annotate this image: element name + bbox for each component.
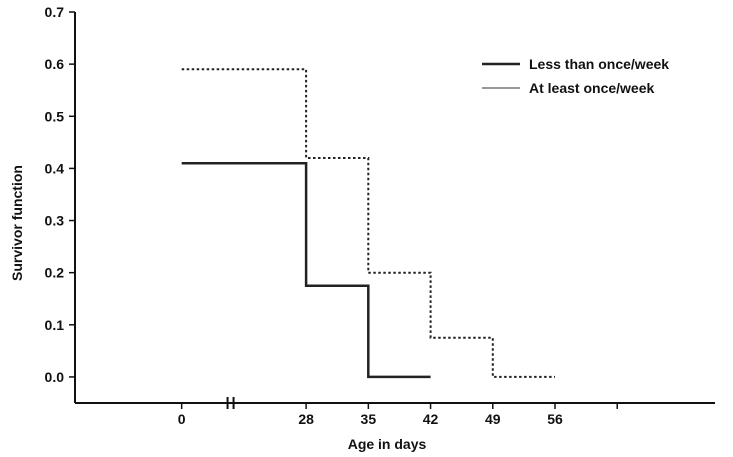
y-tick-label: 0.4 (45, 160, 65, 176)
x-tick-label: 28 (298, 411, 314, 427)
legend-label-at-least-once-week: At least once/week (529, 80, 654, 96)
x-tick-label: 0 (178, 411, 186, 427)
y-tick-label: 0.6 (45, 56, 65, 72)
y-tick-label: 0.7 (45, 4, 65, 20)
x-ticks: 0 28 35 42 49 56 (178, 403, 618, 427)
x-tick-label: 42 (423, 411, 439, 427)
series-line-less-than-once-week (181, 161, 431, 379)
series-layer (181, 68, 555, 379)
x-tick-label: 35 (361, 411, 377, 427)
legend-label-less-than-once-week: Less than once/week (529, 56, 669, 72)
series-line-at-least-once-week (181, 68, 555, 378)
y-tick-label: 0.0 (45, 369, 65, 385)
y-tick-label: 0.1 (45, 317, 65, 333)
x-axis-title: Age in days (348, 436, 427, 452)
y-tick-label: 0.3 (45, 213, 65, 229)
legend: Less than once/week At least once/week (482, 56, 669, 96)
x-tick-label: 56 (547, 411, 563, 427)
y-ticks: 0.0 0.1 0.2 0.3 0.4 0.5 0.6 0.7 (45, 4, 75, 385)
y-tick-label: 0.5 (45, 108, 65, 124)
y-tick-label: 0.2 (45, 265, 65, 281)
y-axis-title: Survivor function (9, 165, 25, 281)
x-tick-label: 49 (485, 411, 501, 427)
